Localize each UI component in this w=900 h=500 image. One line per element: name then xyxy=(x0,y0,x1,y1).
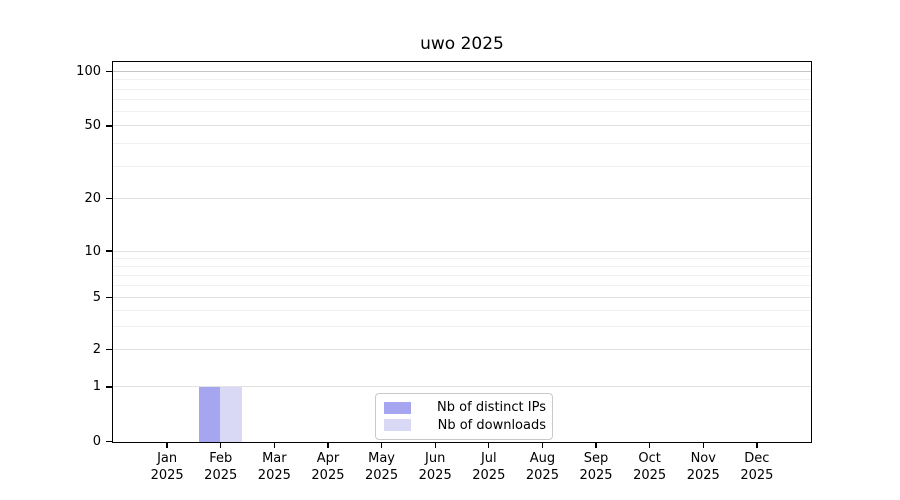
x-tick-label: Feb 2025 xyxy=(204,451,238,483)
x-tick-label: May 2025 xyxy=(365,451,399,483)
x-tick xyxy=(595,443,597,448)
gridline-major xyxy=(113,348,811,350)
x-tick xyxy=(273,443,275,448)
legend-item-downloads: Nb of downloads xyxy=(384,417,546,435)
bar-downloads xyxy=(220,387,242,442)
y-tick xyxy=(106,348,112,350)
x-tick xyxy=(756,443,758,448)
gridline-minor xyxy=(113,265,811,267)
gridline-major xyxy=(113,125,811,127)
plot-area xyxy=(112,61,812,443)
y-tick-label: 1 xyxy=(92,379,101,395)
y-tick xyxy=(106,386,112,388)
y-tick xyxy=(106,70,112,73)
legend-label-distinct-ips: Nb of distinct IPs xyxy=(437,400,546,416)
x-tick-label: Mar 2025 xyxy=(257,451,291,483)
gridline-minor xyxy=(113,79,811,81)
x-tick xyxy=(327,443,329,448)
x-tick xyxy=(220,443,222,448)
x-tick-label: Jul 2025 xyxy=(472,451,506,483)
gridline-minor xyxy=(113,309,811,311)
y-tick xyxy=(106,440,112,443)
y-tick-label: 0 xyxy=(92,434,101,449)
x-tick-label: Dec 2025 xyxy=(740,451,774,483)
gridline-minor xyxy=(113,143,811,145)
gridline-minor xyxy=(113,284,811,286)
x-tick-label: Nov 2025 xyxy=(686,451,720,483)
x-tick xyxy=(649,443,651,448)
x-tick-label: Jan 2025 xyxy=(150,451,184,483)
x-tick xyxy=(488,443,490,448)
y-tick-label: 10 xyxy=(84,243,101,259)
gridline-minor xyxy=(113,165,811,167)
legend-swatch-distinct-ips xyxy=(384,401,411,414)
legend-swatch-downloads xyxy=(384,419,411,432)
x-tick xyxy=(702,443,704,448)
y-tick xyxy=(106,125,112,127)
y-tick-label: 50 xyxy=(84,118,101,134)
gridline-major xyxy=(113,297,811,299)
y-tick-label: 20 xyxy=(84,190,101,206)
x-tick-label: Sep 2025 xyxy=(579,451,613,483)
legend: Nb of distinct IPs Nb of downloads xyxy=(375,393,553,440)
legend-label-downloads: Nb of downloads xyxy=(437,417,546,433)
x-tick-label: Aug 2025 xyxy=(525,451,559,483)
y-tick-label: 2 xyxy=(92,341,101,357)
legend-item-distinct-ips: Nb of distinct IPs xyxy=(384,399,546,417)
bar-layer xyxy=(113,62,811,442)
y-tick xyxy=(106,197,112,200)
x-tick-label: Apr 2025 xyxy=(311,451,345,483)
gridline-minor xyxy=(113,88,811,90)
gridline-minor xyxy=(113,99,811,101)
gridline-major xyxy=(113,70,811,72)
gridline-minor xyxy=(113,274,811,276)
gridline-major xyxy=(113,197,811,199)
x-tick xyxy=(166,443,168,448)
y-tick-label: 100 xyxy=(76,63,101,79)
chart-title: uwo 2025 xyxy=(420,34,504,54)
x-tick xyxy=(434,443,436,448)
bar-distinct-ips xyxy=(198,387,221,442)
gridline-minor xyxy=(113,111,811,113)
y-tick-label: 5 xyxy=(92,290,101,306)
x-tick-label: Oct 2025 xyxy=(633,451,667,483)
x-tick xyxy=(541,443,544,448)
x-tick xyxy=(380,443,383,448)
gridline-major xyxy=(113,386,811,388)
grid-layer xyxy=(113,62,811,442)
y-tick xyxy=(106,296,112,299)
x-tick-label: Jun 2025 xyxy=(418,451,452,483)
gridline-minor xyxy=(113,257,811,259)
y-tick xyxy=(106,250,112,252)
gridline-minor xyxy=(113,325,811,327)
gridline-major xyxy=(113,250,811,252)
